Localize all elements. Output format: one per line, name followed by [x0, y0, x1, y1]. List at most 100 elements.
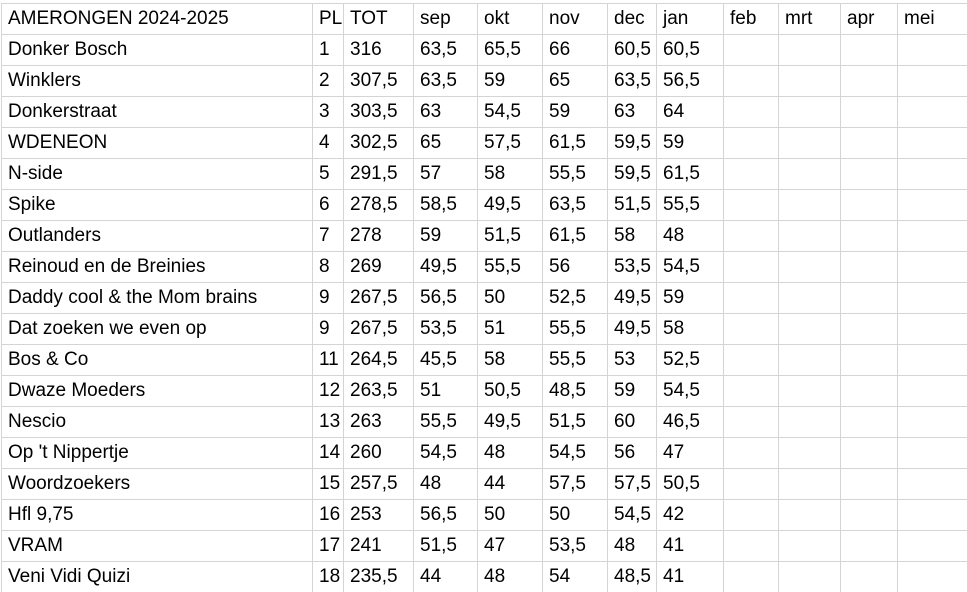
- score-cell-okt[interactable]: 50: [477, 499, 543, 531]
- score-cell-apr[interactable]: [840, 127, 898, 159]
- score-cell-okt[interactable]: 44: [477, 468, 543, 500]
- score-cell-mrt[interactable]: [778, 158, 841, 190]
- column-header-mrt[interactable]: mrt: [778, 3, 841, 35]
- score-cell-okt[interactable]: 59: [477, 65, 543, 97]
- score-cell-apr[interactable]: [840, 96, 898, 128]
- score-cell-dec[interactable]: 58: [607, 220, 657, 252]
- score-cell-dec[interactable]: 63,5: [607, 65, 657, 97]
- score-cell-sep[interactable]: 54,5: [413, 437, 478, 469]
- score-cell-nov[interactable]: 50: [542, 499, 608, 531]
- column-header-dec[interactable]: dec: [607, 3, 657, 35]
- score-cell-nov[interactable]: 55,5: [542, 158, 608, 190]
- total-cell[interactable]: 303,5: [343, 96, 414, 128]
- score-cell-apr[interactable]: [840, 468, 898, 500]
- score-cell-mrt[interactable]: [778, 499, 841, 531]
- score-cell-jan[interactable]: 46,5: [656, 406, 724, 438]
- score-cell-jan[interactable]: 61,5: [656, 158, 724, 190]
- place-cell[interactable]: 3: [312, 96, 344, 128]
- score-cell-jan[interactable]: 41: [656, 561, 724, 592]
- place-cell[interactable]: 13: [312, 406, 344, 438]
- column-header-tot[interactable]: TOT: [343, 3, 414, 35]
- score-cell-sep[interactable]: 65: [413, 127, 478, 159]
- column-header-jan[interactable]: jan: [656, 3, 724, 35]
- score-cell-nov[interactable]: 48,5: [542, 375, 608, 407]
- score-cell-nov[interactable]: 53,5: [542, 530, 608, 562]
- score-cell-mrt[interactable]: [778, 561, 841, 592]
- score-cell-mrt[interactable]: [778, 220, 841, 252]
- score-cell-sep[interactable]: 58,5: [413, 189, 478, 221]
- score-cell-sep[interactable]: 44: [413, 561, 478, 592]
- score-cell-feb[interactable]: [723, 158, 779, 190]
- place-cell[interactable]: 14: [312, 437, 344, 469]
- score-cell-mrt[interactable]: [778, 65, 841, 97]
- score-cell-feb[interactable]: [723, 468, 779, 500]
- column-header-nov[interactable]: nov: [542, 3, 608, 35]
- score-cell-jan[interactable]: 41: [656, 530, 724, 562]
- score-cell-mrt[interactable]: [778, 530, 841, 562]
- score-cell-feb[interactable]: [723, 499, 779, 531]
- score-cell-apr[interactable]: [840, 561, 898, 592]
- score-cell-okt[interactable]: 51,5: [477, 220, 543, 252]
- score-cell-jan[interactable]: 58: [656, 313, 724, 345]
- score-cell-mei[interactable]: [897, 499, 967, 531]
- score-cell-mei[interactable]: [897, 313, 967, 345]
- score-cell-sep[interactable]: 57: [413, 158, 478, 190]
- score-cell-jan[interactable]: 50,5: [656, 468, 724, 500]
- team-name-cell[interactable]: Hfl 9,75: [1, 499, 313, 531]
- team-name-cell[interactable]: Dat zoeken we even op: [1, 313, 313, 345]
- score-cell-sep[interactable]: 63: [413, 96, 478, 128]
- score-cell-mrt[interactable]: [778, 375, 841, 407]
- score-cell-feb[interactable]: [723, 375, 779, 407]
- score-cell-mrt[interactable]: [778, 251, 841, 283]
- score-cell-apr[interactable]: [840, 406, 898, 438]
- score-cell-mrt[interactable]: [778, 34, 841, 66]
- team-name-cell[interactable]: VRAM: [1, 530, 313, 562]
- place-cell[interactable]: 18: [312, 561, 344, 592]
- score-cell-nov[interactable]: 57,5: [542, 468, 608, 500]
- score-cell-mei[interactable]: [897, 251, 967, 283]
- score-cell-sep[interactable]: 63,5: [413, 65, 478, 97]
- score-cell-mei[interactable]: [897, 561, 967, 592]
- score-cell-mrt[interactable]: [778, 282, 841, 314]
- score-cell-jan[interactable]: 48: [656, 220, 724, 252]
- score-cell-mei[interactable]: [897, 282, 967, 314]
- score-cell-nov[interactable]: 55,5: [542, 344, 608, 376]
- score-cell-feb[interactable]: [723, 530, 779, 562]
- score-cell-feb[interactable]: [723, 96, 779, 128]
- score-cell-dec[interactable]: 63: [607, 96, 657, 128]
- score-cell-mei[interactable]: [897, 34, 967, 66]
- score-cell-nov[interactable]: 56: [542, 251, 608, 283]
- place-cell[interactable]: 9: [312, 313, 344, 345]
- score-cell-feb[interactable]: [723, 189, 779, 221]
- team-name-cell[interactable]: Nescio: [1, 406, 313, 438]
- score-cell-jan[interactable]: 54,5: [656, 375, 724, 407]
- score-cell-okt[interactable]: 57,5: [477, 127, 543, 159]
- score-cell-feb[interactable]: [723, 313, 779, 345]
- score-cell-mrt[interactable]: [778, 344, 841, 376]
- score-cell-apr[interactable]: [840, 313, 898, 345]
- team-name-cell[interactable]: Donker Bosch: [1, 34, 313, 66]
- score-cell-dec[interactable]: 60,5: [607, 34, 657, 66]
- score-cell-mei[interactable]: [897, 344, 967, 376]
- score-cell-apr[interactable]: [840, 375, 898, 407]
- place-cell[interactable]: 12: [312, 375, 344, 407]
- score-cell-sep[interactable]: 53,5: [413, 313, 478, 345]
- score-cell-jan[interactable]: 55,5: [656, 189, 724, 221]
- score-cell-apr[interactable]: [840, 34, 898, 66]
- score-cell-mrt[interactable]: [778, 406, 841, 438]
- score-cell-jan[interactable]: 59: [656, 282, 724, 314]
- score-cell-feb[interactable]: [723, 34, 779, 66]
- score-cell-sep[interactable]: 63,5: [413, 34, 478, 66]
- score-cell-feb[interactable]: [723, 220, 779, 252]
- place-cell[interactable]: 9: [312, 282, 344, 314]
- score-cell-nov[interactable]: 51,5: [542, 406, 608, 438]
- score-cell-sep[interactable]: 56,5: [413, 282, 478, 314]
- score-cell-dec[interactable]: 53,5: [607, 251, 657, 283]
- place-cell[interactable]: 11: [312, 344, 344, 376]
- score-cell-jan[interactable]: 64: [656, 96, 724, 128]
- place-cell[interactable]: 1: [312, 34, 344, 66]
- score-cell-okt[interactable]: 50,5: [477, 375, 543, 407]
- score-cell-nov[interactable]: 52,5: [542, 282, 608, 314]
- score-cell-nov[interactable]: 65: [542, 65, 608, 97]
- score-cell-okt[interactable]: 49,5: [477, 406, 543, 438]
